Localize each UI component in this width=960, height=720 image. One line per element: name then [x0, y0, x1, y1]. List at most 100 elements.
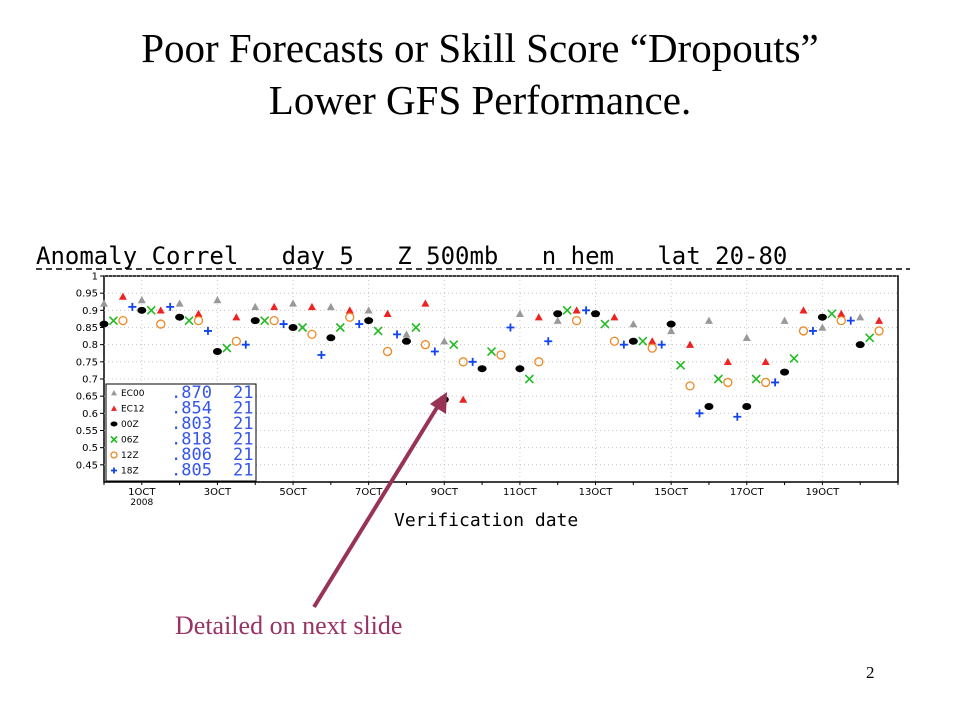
- legend-marker-06z: [110, 435, 118, 444]
- marker-ec00: [515, 309, 524, 317]
- marker-00z: [628, 337, 638, 345]
- legend-marker-12z: [110, 451, 118, 459]
- marker-18z: [544, 337, 553, 346]
- legend-mean-value: .870: [171, 383, 212, 403]
- marker-ec00: [856, 313, 865, 321]
- marker-00z: [212, 348, 222, 356]
- marker-12z: [420, 340, 431, 350]
- legend-marker-00z: [110, 421, 118, 427]
- marker-12z: [156, 319, 166, 329]
- slide-title: Poor Forecasts or Skill Score “Dropouts”…: [0, 22, 960, 126]
- x-tick-label: 11OCT: [503, 487, 538, 498]
- marker-06z: [373, 326, 383, 336]
- marker-ec00: [100, 299, 108, 307]
- x-tick-label: 7OCT: [355, 487, 383, 498]
- marker-18z: [430, 347, 439, 356]
- marker-06z: [789, 353, 799, 363]
- marker-12z: [647, 343, 657, 353]
- x-tick-label: 13OCT: [579, 487, 614, 498]
- marker-ec12: [723, 357, 732, 366]
- marker-ec12: [421, 299, 430, 307]
- marker-06z: [638, 336, 648, 346]
- marker-ec12: [270, 302, 279, 311]
- marker-00z: [401, 337, 411, 345]
- y-tick-label: 0.85: [76, 323, 98, 334]
- marker-18z: [657, 340, 666, 349]
- marker-06z: [713, 374, 723, 384]
- anomaly-correlation-chart: Anomaly Correl day 5 Z 500mb n hem lat 2…: [36, 242, 910, 531]
- marker-12z: [534, 357, 544, 367]
- legend-series-name: EC00: [121, 389, 145, 399]
- marker-06z: [411, 322, 421, 333]
- marker-12z: [836, 315, 846, 326]
- slide-title-line-1: Poor Forecasts or Skill Score “Dropouts”: [141, 25, 819, 71]
- legend-box: [105, 383, 257, 482]
- marker-00z: [780, 368, 790, 376]
- legend-mean-value: .806: [171, 445, 212, 465]
- legend-count-value: 21: [233, 399, 253, 419]
- marker-18z: [846, 316, 855, 325]
- marker-ec00: [704, 316, 713, 324]
- marker-06z: [524, 374, 534, 384]
- marker-ec00: [629, 320, 638, 328]
- x-tick-label: 19OCT: [806, 487, 841, 498]
- marker-18z: [619, 340, 628, 349]
- marker-06z: [827, 309, 837, 319]
- legend-marker-ec00: [111, 390, 117, 396]
- marker-ec12: [232, 313, 241, 321]
- marker-12z: [609, 336, 620, 346]
- x-tick-label: 9OCT: [431, 487, 459, 498]
- legend-series-name: 12Z: [121, 451, 139, 461]
- marker-ec00: [289, 299, 298, 307]
- marker-ec00: [667, 326, 676, 335]
- marker-ec12: [610, 313, 619, 321]
- marker-ec00: [553, 316, 562, 324]
- marker-12z: [496, 350, 506, 360]
- marker-12z: [458, 357, 468, 367]
- x-tick-label: 3OCT: [204, 487, 232, 498]
- marker-00z: [175, 313, 185, 321]
- marker-00z: [99, 320, 109, 328]
- legend-series-name: 18Z: [121, 467, 139, 477]
- legend-mean-value: .805: [171, 461, 212, 481]
- marker-ec12: [572, 306, 581, 314]
- marker-06z: [260, 316, 270, 326]
- marker-ec00: [742, 333, 751, 341]
- legend: EC00 .870 21 EC12 .854 21 00Z .803 21 06Z .818 21 12…: [105, 383, 257, 482]
- marker-00z: [591, 310, 601, 318]
- marker-ec12: [837, 309, 846, 317]
- marker-00z: [817, 313, 827, 321]
- marker-ec12: [761, 357, 770, 366]
- marker-00z: [553, 310, 563, 318]
- marker-18z: [203, 326, 212, 335]
- marker-12z: [231, 336, 241, 346]
- legend-count-value: 21: [233, 414, 253, 434]
- marker-18z: [241, 340, 250, 349]
- marker-00z: [855, 341, 865, 349]
- marker-18z: [128, 302, 137, 311]
- marker-12z: [761, 377, 771, 388]
- marker-ec00: [780, 316, 789, 324]
- marker-18z: [695, 409, 704, 418]
- data-markers: [99, 292, 884, 421]
- marker-00z: [477, 365, 487, 373]
- marker-ec12: [345, 306, 354, 314]
- marker-00z: [137, 306, 147, 314]
- y-tick-label: 0.75: [76, 357, 98, 368]
- marker-00z: [666, 320, 676, 328]
- marker-18z: [771, 378, 780, 387]
- marker-ec00: [440, 337, 449, 345]
- marker-12z: [382, 346, 393, 357]
- legend-mean-value: .803: [171, 414, 212, 434]
- y-tick-label: 0.55: [76, 426, 98, 437]
- marker-00z: [704, 402, 714, 410]
- marker-18z: [733, 412, 742, 421]
- marker-ec12: [875, 316, 884, 324]
- marker-12z: [723, 377, 733, 388]
- marker-ec12: [799, 306, 808, 314]
- legend-series-name: EC12: [121, 405, 144, 415]
- marker-00z: [250, 317, 260, 325]
- marker-ec00: [251, 302, 260, 311]
- y-tick-labels: 1 0.95 0.9 0.85 0.8 0.75 0.7 0.65 0.6 0.55 0.5 0.45: [76, 272, 104, 471]
- x-tick-label: 5OCT: [279, 487, 307, 498]
